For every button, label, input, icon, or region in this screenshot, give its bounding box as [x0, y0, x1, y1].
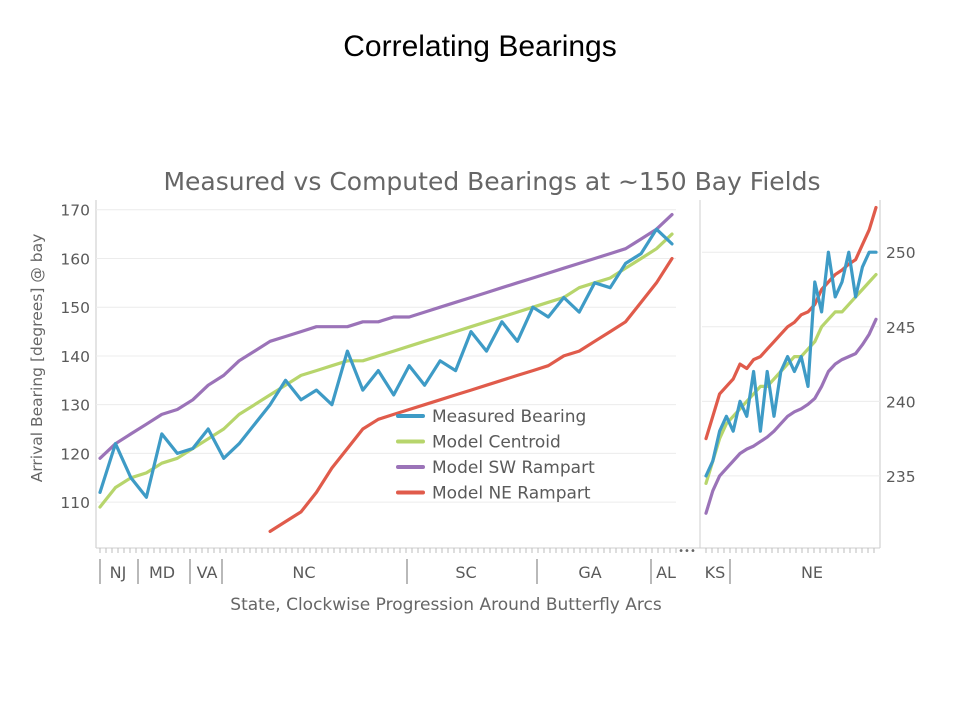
west-series-measured-bearing: [704, 250, 878, 478]
west-y-tick-label: 240: [886, 393, 916, 411]
state-label-ga: GA: [578, 563, 601, 582]
legend-label-model-ne-rampart: Model NE Rampart: [432, 484, 591, 504]
state-label-ne: NE: [801, 563, 823, 582]
legend-label-measured-bearing: Measured Bearing: [432, 407, 586, 427]
chart-title: Measured vs Computed Bearings at ~150 Ba…: [163, 167, 820, 196]
east-y-tick-label: 110: [60, 494, 90, 512]
west-series-model-sw-rampart: [704, 317, 878, 515]
state-label-va: VA: [197, 563, 218, 582]
state-label-nc: NC: [292, 563, 315, 582]
state-label-ks: KS: [705, 563, 726, 582]
east-series-measured-bearing: [98, 227, 674, 499]
west-y-tick-label: 235: [886, 468, 916, 486]
east-y-tick-label: 140: [60, 348, 90, 366]
chart-series: [98, 205, 878, 533]
east-series-model-sw-rampart: [98, 213, 674, 460]
axis-break-ellipsis: •••: [678, 546, 696, 557]
east-series-model-ne-rampart: [268, 256, 674, 533]
state-label-md: MD: [149, 563, 175, 582]
east-y-tick-label: 160: [60, 250, 90, 268]
chart-grid: [96, 209, 880, 503]
east-y-tick-label: 170: [60, 202, 90, 220]
east-y-tick-label: 130: [60, 397, 90, 415]
state-label-sc: SC: [455, 563, 476, 582]
east-y-tick-label: 120: [60, 445, 90, 463]
x-axis-label: State, Clockwise Progression Around Butt…: [230, 595, 662, 615]
state-label-al: AL: [656, 563, 676, 582]
legend-label-model-sw-rampart: Model SW Rampart: [432, 458, 595, 478]
east-y-tick-label: 150: [60, 299, 90, 317]
y-axis-label: Arrival Bearing [degrees] @ bay: [28, 234, 46, 483]
slide-title: Correlating Bearings: [343, 30, 617, 63]
chart-legend: Measured Bearing Model Centroid Model SW R…: [396, 407, 595, 504]
state-label-nj: NJ: [110, 563, 127, 582]
chart-axes: 110 120 130 140 150 160 170 NJ MD VA NC SC GA AL 235 24…: [60, 202, 916, 584]
legend-label-model-centroid: Model Centroid: [432, 433, 561, 453]
west-y-tick-label: 250: [886, 244, 916, 262]
west-series-model-ne-rampart: [704, 205, 878, 441]
west-y-tick-label: 245: [886, 319, 916, 337]
